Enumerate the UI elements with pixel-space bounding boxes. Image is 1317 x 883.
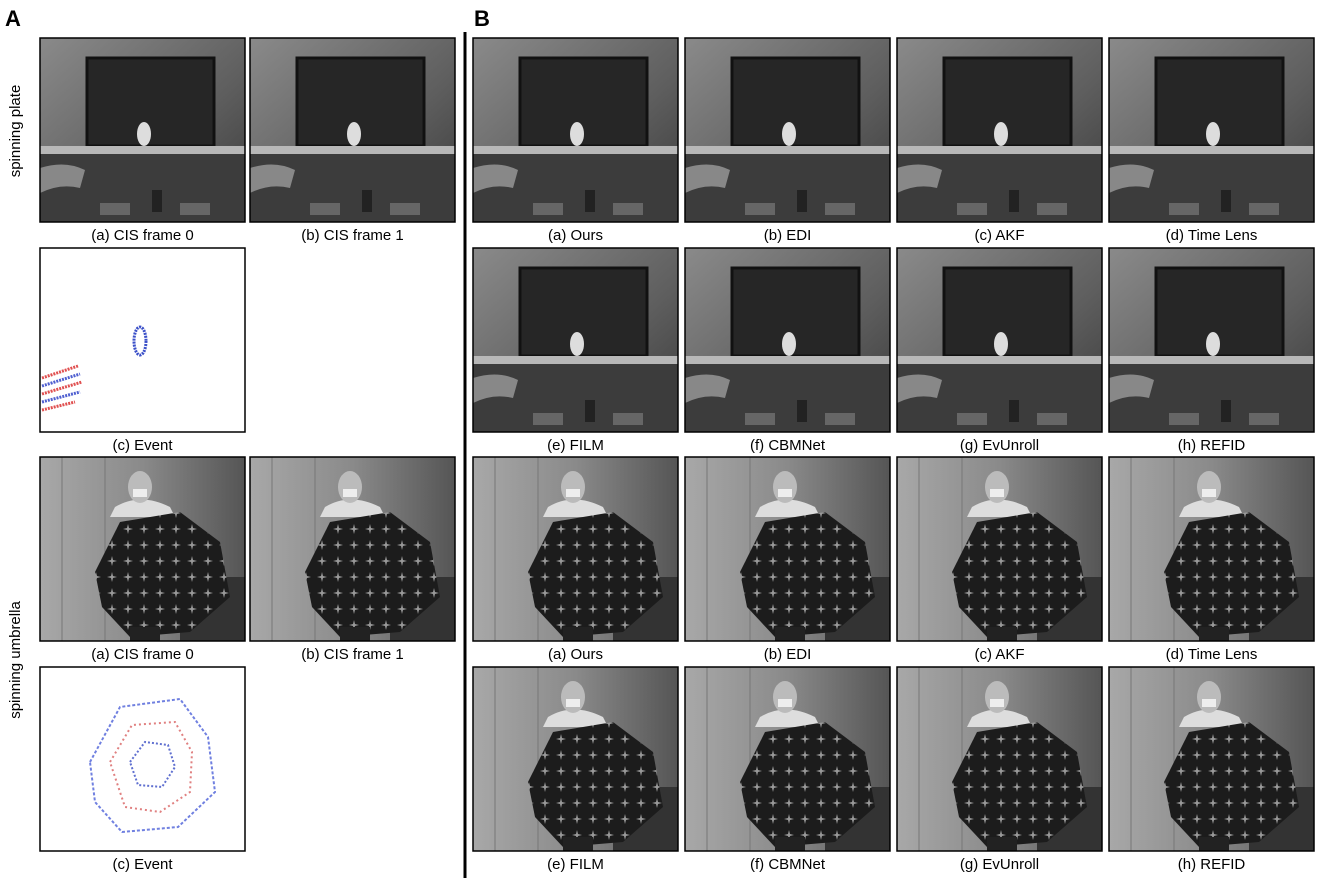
caption: (e) FILM (547, 856, 604, 873)
image (473, 248, 678, 432)
caption: (a) CIS frame 0 (91, 646, 194, 663)
image (40, 667, 245, 851)
caption: (a) Ours (548, 227, 603, 244)
image (685, 248, 890, 432)
image (473, 38, 678, 222)
image (250, 38, 455, 222)
caption: (a) Ours (548, 646, 603, 663)
caption: (d) Time Lens (1166, 646, 1258, 663)
panel-label: B (474, 6, 490, 31)
image (897, 667, 1102, 851)
image (1109, 457, 1314, 641)
caption: (b) CIS frame 1 (301, 646, 404, 663)
caption: (c) Event (112, 437, 173, 454)
panel-label: A (5, 6, 21, 31)
image (685, 667, 890, 851)
row-label: spinning plate (7, 85, 24, 178)
caption: (f) CBMNet (750, 437, 826, 454)
caption: (h) REFID (1178, 437, 1246, 454)
caption: (g) EvUnroll (960, 856, 1039, 873)
caption: (c) AKF (974, 227, 1024, 244)
image (1109, 667, 1314, 851)
image (897, 248, 1102, 432)
caption: (b) EDI (764, 227, 812, 244)
image (40, 457, 245, 641)
image (897, 457, 1102, 641)
caption: (f) CBMNet (750, 856, 826, 873)
image (473, 457, 678, 641)
image (897, 38, 1102, 222)
caption: (d) Time Lens (1166, 227, 1258, 244)
image (250, 457, 455, 641)
caption: (c) Event (112, 856, 173, 873)
figure: A B spinning plate spinning umbrella (a)… (0, 0, 1317, 878)
image (685, 457, 890, 641)
caption: (g) EvUnroll (960, 437, 1039, 454)
image (40, 248, 245, 432)
caption: (a) CIS frame 0 (91, 227, 194, 244)
image (40, 38, 245, 222)
caption: (c) AKF (974, 646, 1024, 663)
image (685, 38, 890, 222)
image (1109, 248, 1314, 432)
caption: (h) REFID (1178, 856, 1246, 873)
image (1109, 38, 1314, 222)
image (473, 667, 678, 851)
caption: (e) FILM (547, 437, 604, 454)
caption: (b) EDI (764, 646, 812, 663)
caption: (b) CIS frame 1 (301, 227, 404, 244)
row-label: spinning umbrella (7, 601, 24, 719)
